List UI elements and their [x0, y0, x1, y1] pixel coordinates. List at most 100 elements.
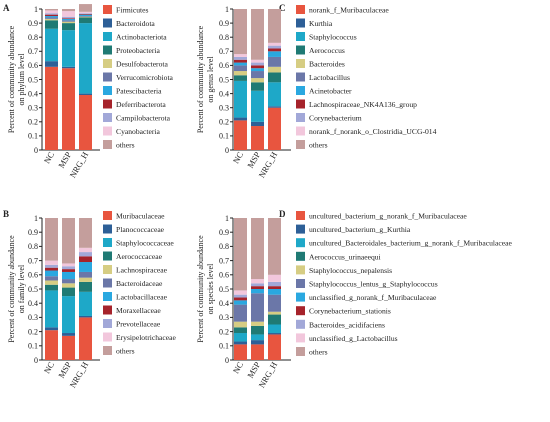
panel-a-legend-label: others [116, 141, 135, 150]
panel-c-legend-label: norank_f_Muribaculaceae [309, 6, 389, 15]
panel-b-legend-swatch [103, 238, 112, 247]
panel-c-legend-swatch [296, 113, 305, 122]
panel-b-legend-label: Aerococcaceae [116, 252, 163, 261]
panel-c-bar-segment [268, 45, 281, 49]
panel-d-ytick-label: 0.3 [219, 313, 229, 322]
panel-c-bar-segment [234, 62, 247, 66]
panel-d-ytick-label: 0.1 [219, 342, 229, 351]
panel-c-ylabel-line: on genus level [206, 56, 215, 103]
panel-b-bar-segment [62, 218, 75, 264]
panel-b-bar-segment [45, 280, 58, 285]
panel-b-bar-segment [45, 276, 58, 281]
panel-a-legend-label: Desulfobacterota [116, 60, 168, 69]
panel-c-bar-segment [268, 9, 281, 43]
panel-c-bar-segment [251, 65, 264, 69]
panel-b-bar-segment [45, 270, 58, 277]
panel-d-ylabel-line: on species level [206, 263, 215, 314]
panel-a-legend-swatch [103, 45, 112, 55]
panel-a-bar-segment [45, 14, 58, 17]
panel-c-legend-swatch [296, 72, 305, 82]
panel-b-bar-segment [62, 283, 75, 288]
panel-c-bar-segment [234, 80, 247, 118]
panel-b-bar-segment [79, 277, 92, 282]
panel-d-bar-segment [251, 340, 264, 345]
panel-b-legend-swatch [103, 265, 112, 274]
panel-d-bar-segment [268, 286, 281, 289]
panel-d-bar-segment [251, 344, 264, 360]
panel-a-ytick-label: 0.4 [28, 89, 38, 98]
panel-d-legend-label: Staphylococcus_lentus_g_Staphylococcus [309, 280, 438, 289]
panel-a-bar-segment [45, 28, 58, 62]
panel-a-bar-segment [45, 18, 58, 21]
panel-c-bar-segment [234, 9, 247, 55]
panel-a-bar-segment [62, 23, 75, 31]
panel-c-bar-segment [251, 121, 264, 127]
panel-d-bar-segment [251, 283, 264, 287]
panel-a-legend-swatch [103, 18, 112, 28]
panel-a-ytick-label: 1 [34, 5, 38, 14]
panel-c-legend-label: others [309, 141, 328, 150]
panel-b-legend-swatch [103, 305, 112, 315]
panel-b-ytick-label: 0.7 [28, 256, 38, 265]
panel-c-legend-swatch [296, 59, 305, 68]
panel-d-legend-swatch [296, 306, 305, 316]
panel-a-legend-label: Bacteroidota [116, 19, 155, 28]
panel-a-legend-label: Proteobacteria [116, 46, 160, 55]
panel-d-bar-segment [268, 334, 281, 360]
panel-d-legend-swatch [296, 265, 305, 275]
panel-c-legend-swatch [296, 45, 305, 55]
panel-d-bar-segment [251, 286, 264, 289]
panel-b-bar-segment [62, 287, 75, 297]
panel-d-bar-segment [234, 327, 247, 334]
panel-d-bar-segment [251, 289, 264, 294]
panel-c-bar-segment [234, 75, 247, 81]
panel-a-bar-segment [45, 61, 58, 67]
panel-b-legend-label: Planococcaceae [116, 225, 165, 234]
panel-c-bar-segment [251, 78, 264, 83]
panel-c-ytick-label: 0.5 [219, 75, 229, 84]
panel-c-ytick-label: 0.4 [219, 89, 229, 98]
panel-a-bar-segment [62, 68, 75, 150]
panel-d-bar-segment [234, 300, 247, 305]
panel-b-ytick-label: 0.1 [28, 342, 38, 351]
panel-c-bar-segment [251, 126, 264, 150]
panel-d-ytick-label: 0.9 [219, 228, 229, 237]
panel-c-bar-segment [268, 106, 281, 108]
panel-d-legend-label: Bacteroides_acidifaciens [309, 320, 385, 329]
panel-a-bar-segment [62, 18, 75, 21]
panel-d-bar-segment [234, 294, 247, 298]
panel-b-bar-segment [79, 317, 92, 360]
panel-b-bar-segment [62, 269, 75, 272]
panel-c-legend-swatch [296, 126, 305, 136]
panel-b-legend-label: others [116, 347, 135, 356]
panel-b-legend-swatch [103, 251, 112, 261]
panel-a-bar-segment [45, 20, 58, 29]
panel-b-bar-segment [62, 266, 75, 270]
panel-d-bar-segment [268, 289, 281, 295]
panel-c-ytick-label: 0.1 [219, 132, 229, 141]
panel-b-bar-segment [62, 296, 75, 334]
panel-b: B Percent of community abundance on family… [3, 209, 177, 390]
panel-a-bar-segment [62, 9, 75, 12]
panel-b-legend-label: Lactobacillaceae [116, 293, 168, 302]
panel-c-legend-label: norank_f_norank_o_Clostridia_UCG-014 [309, 127, 437, 136]
panel-a-ytick-label: 0.5 [28, 75, 38, 84]
panel-c-bar-segment [234, 117, 247, 121]
panel-d-bar-segment [251, 218, 264, 280]
panel-a-bar-segment [45, 16, 58, 18]
panel-b-legend-label: Moraxellaceae [116, 306, 161, 315]
panel-a-ytick-label: 0.8 [28, 33, 38, 42]
panel-a-legend-label: Cyanobacteria [116, 127, 160, 136]
panel-d-bar-segment [268, 274, 281, 282]
panel-d-bar-segment [251, 325, 264, 335]
panel-d-ytick-label: 0.8 [219, 242, 229, 251]
panel-a-bar-segment [45, 10, 58, 14]
panel-c-legend-label: Lactobacillus [309, 73, 350, 82]
panel-a-bar-segment [79, 14, 92, 17]
panel-a-bar-segment [45, 66, 58, 150]
panel-c-bar-segment [251, 68, 264, 72]
panel-b-bar-segment [62, 279, 75, 284]
panel-a-bar-segment [62, 66, 75, 69]
panel-a-legend-swatch [103, 5, 112, 14]
